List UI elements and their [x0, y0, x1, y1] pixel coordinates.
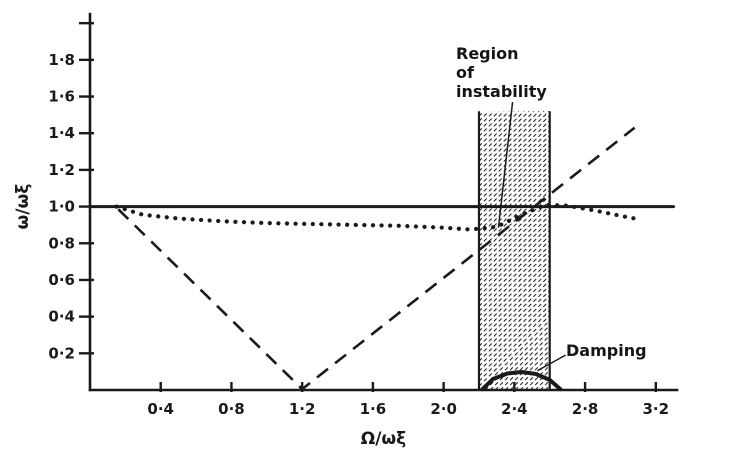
x-tick-label: 0·4	[147, 400, 174, 418]
damping-pointer-line	[536, 354, 566, 372]
x-tick-label: 2·4	[501, 400, 528, 418]
y-axis-title: ω/ωξ	[13, 184, 33, 230]
x-tick-label: 1·2	[289, 400, 316, 418]
region-label-line-1: Region	[456, 44, 519, 63]
x-axis-title: Ω/ωξ	[361, 429, 406, 449]
y-tick-label: 0·6	[48, 271, 75, 289]
region-of-instability-label: Region of instability	[456, 44, 547, 101]
x-tick-label: 2·8	[572, 400, 599, 418]
y-tick-label: 1·6	[48, 88, 75, 106]
y-tick-label: 1·4	[48, 124, 75, 142]
x-tick-label: 2·0	[430, 400, 457, 418]
x-tick-label: 3·2	[643, 400, 670, 418]
x-tick-label: 1·6	[360, 400, 387, 418]
y-tick-label: 0·8	[48, 234, 75, 252]
x-tick-label: 0·8	[218, 400, 245, 418]
instability-band-hatch	[478, 110, 551, 391]
damping-curve	[480, 370, 563, 392]
y-tick-label: 0·4	[48, 308, 75, 326]
y-tick-label: 1·8	[48, 51, 75, 69]
region-label-line-2: of	[456, 63, 474, 82]
dotted-frequency-curve	[114, 202, 637, 232]
dashed-v-curve	[117, 126, 636, 391]
region-pointer-line	[497, 101, 514, 228]
y-tick-label: 0·2	[48, 344, 75, 362]
y-tick-label: 1·0	[48, 198, 75, 216]
y-tick-label: 1·2	[48, 161, 75, 179]
region-label-line-3: instability	[456, 82, 547, 101]
damping-label: Damping	[566, 341, 647, 360]
